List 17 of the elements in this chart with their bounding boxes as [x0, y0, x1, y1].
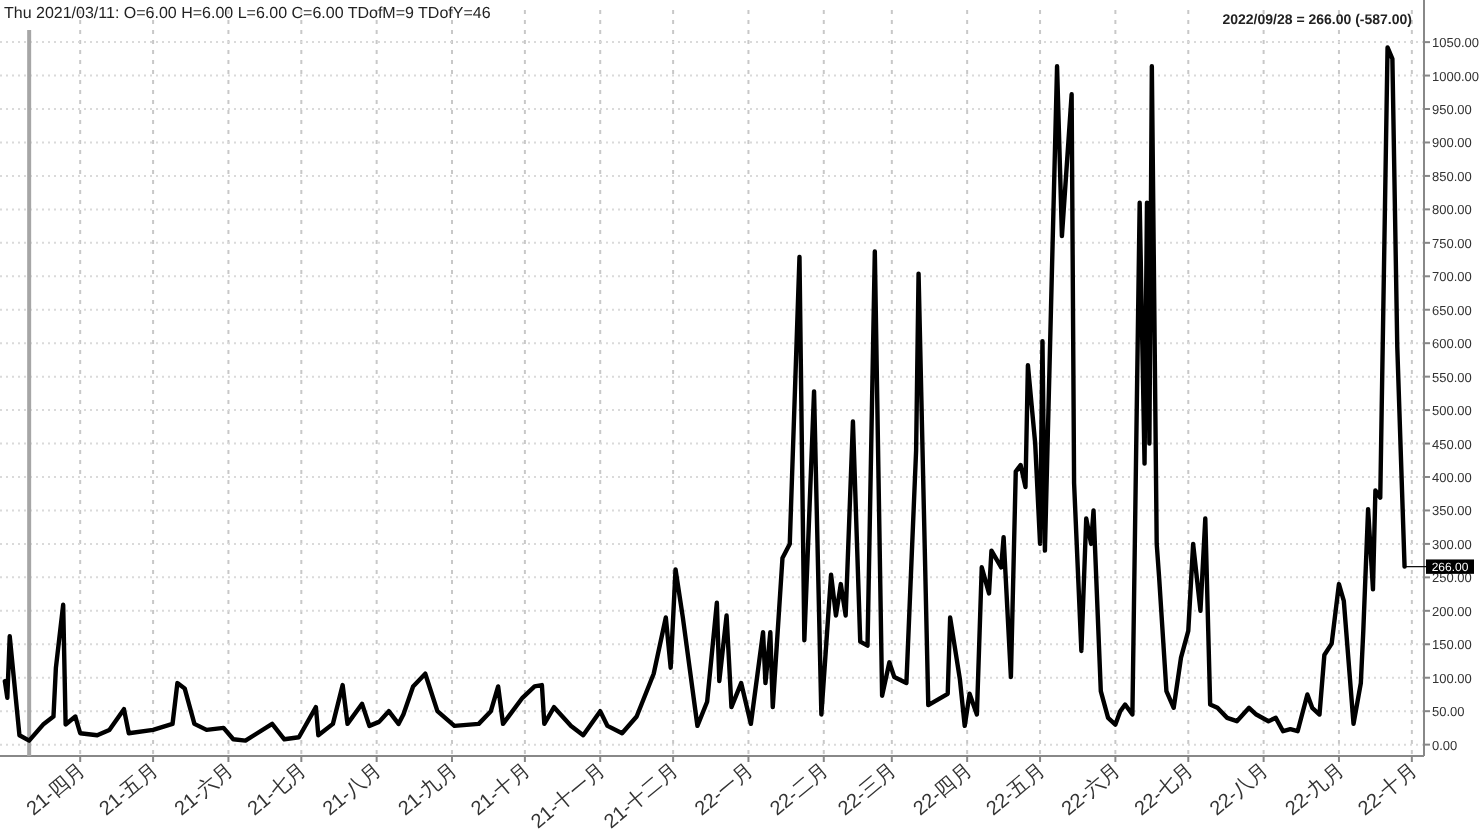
x-tick-label: 22-六月	[1057, 758, 1126, 821]
x-tick-label: 22-八月	[1206, 759, 1274, 821]
x-tick-label: 21-五月	[96, 759, 163, 821]
x-tick-label: 22-九月	[1280, 758, 1349, 821]
x-tick-label: 21-八月	[319, 759, 387, 821]
x-tick-label: 22-五月	[982, 759, 1050, 821]
x-tick-label: 22-三月	[834, 759, 902, 821]
x-tick-label: 22-一月	[691, 759, 759, 821]
x-tick-label: 22-四月	[910, 759, 978, 821]
x-tick-label: 21-四月	[23, 759, 91, 821]
x-tick-label: 21-六月	[170, 758, 239, 821]
x-tick-label: 21-九月	[393, 758, 462, 821]
x-tick-label: 22-二月	[766, 759, 834, 821]
x-tick-label: 21-七月	[242, 758, 312, 821]
chart-title: Thu 2021/03/11: O=6.00 H=6.00 L=6.00 C=6.00 TDofM=9 TDofY=46	[4, 4, 492, 22]
x-tick-label: 22-十月	[1353, 758, 1422, 821]
x-tick-label: 22-七月	[1129, 758, 1199, 821]
